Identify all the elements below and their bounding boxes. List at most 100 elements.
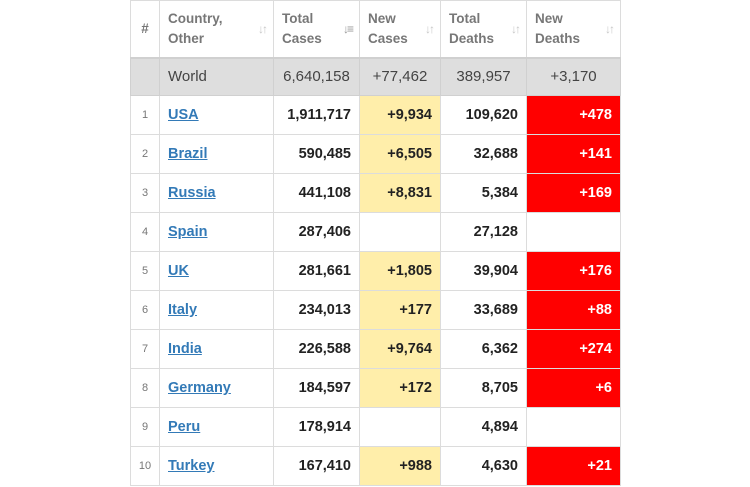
- total-cases-cell: 226,588: [273, 329, 360, 369]
- rank-cell: 2: [130, 134, 160, 174]
- country-cell: Italy: [159, 290, 274, 330]
- country-link[interactable]: USA: [168, 107, 199, 123]
- country-cell: Russia: [159, 173, 274, 213]
- country-link[interactable]: Italy: [168, 302, 198, 318]
- header-rank[interactable]: #: [130, 0, 160, 58]
- total-cases-cell: 178,914: [273, 407, 360, 447]
- rank-cell: 6: [130, 290, 160, 330]
- new-cases-cell: +988: [359, 446, 441, 486]
- table-row: 5 UK 281,661 +1,805 39,904 +176: [130, 251, 621, 291]
- world-name: World: [159, 57, 274, 96]
- country-cell: Germany: [159, 368, 274, 408]
- new-cases-cell: [359, 407, 441, 447]
- country-link[interactable]: UK: [168, 263, 189, 279]
- new-deaths-cell: +478: [526, 95, 621, 135]
- table-row: 2 Brazil 590,485 +6,505 32,688 +141: [130, 134, 621, 174]
- new-deaths-cell: +169: [526, 173, 621, 213]
- total-cases-cell: 1,911,717: [273, 95, 360, 135]
- total-deaths-cell: 27,128: [440, 212, 527, 252]
- total-deaths-cell: 6,362: [440, 329, 527, 369]
- new-cases-cell: +9,934: [359, 95, 441, 135]
- table-row: 8 Germany 184,597 +172 8,705 +6: [130, 368, 621, 408]
- sort-desc-icon[interactable]: ↓≡: [342, 21, 354, 36]
- total-deaths-cell: 4,630: [440, 446, 527, 486]
- world-total-row: World 6,640,158 +77,462 389,957 +3,170: [130, 57, 621, 96]
- table-row: 7 India 226,588 +9,764 6,362 +274: [130, 329, 621, 369]
- table-row: 6 Italy 234,013 +177 33,689 +88: [130, 290, 621, 330]
- total-deaths-cell: 39,904: [440, 251, 527, 291]
- new-cases-cell: +177: [359, 290, 441, 330]
- total-deaths-cell: 32,688: [440, 134, 527, 174]
- total-deaths-cell: 4,894: [440, 407, 527, 447]
- covid-stats-table: # Country, Other ↓↑ Total Cases ↓≡ New C…: [130, 0, 621, 486]
- table-row: 9 Peru 178,914 4,894: [130, 407, 621, 447]
- country-link[interactable]: Turkey: [168, 458, 215, 474]
- world-new-cases: +77,462: [359, 57, 441, 96]
- header-total-deaths[interactable]: Total Deaths ↓↑: [440, 0, 527, 58]
- table-header: # Country, Other ↓↑ Total Cases ↓≡ New C…: [130, 0, 621, 58]
- country-cell: USA: [159, 95, 274, 135]
- table-row: 3 Russia 441,108 +8,831 5,384 +169: [130, 173, 621, 213]
- header-country[interactable]: Country, Other ↓↑: [159, 0, 274, 58]
- new-deaths-cell: +88: [526, 290, 621, 330]
- header-new-cases-line1: New: [368, 10, 396, 26]
- new-deaths-cell: +141: [526, 134, 621, 174]
- rank-cell: 8: [130, 368, 160, 408]
- header-total-cases-line1: Total: [282, 10, 314, 26]
- header-total-cases[interactable]: Total Cases ↓≡: [273, 0, 360, 58]
- new-cases-cell: +1,805: [359, 251, 441, 291]
- total-deaths-cell: 109,620: [440, 95, 527, 135]
- country-link[interactable]: Russia: [168, 185, 216, 201]
- country-link[interactable]: India: [168, 341, 202, 357]
- world-new-deaths: +3,170: [526, 57, 621, 96]
- total-deaths-cell: 33,689: [440, 290, 527, 330]
- sort-arrows-icon[interactable]: ↓↑: [425, 21, 435, 36]
- total-deaths-cell: 8,705: [440, 368, 527, 408]
- country-cell: UK: [159, 251, 274, 291]
- header-country-line1: Country,: [168, 10, 223, 26]
- new-cases-cell: [359, 212, 441, 252]
- header-new-deaths-line1: New: [535, 10, 563, 26]
- world-total-deaths: 389,957: [440, 57, 527, 96]
- new-cases-cell: +9,764: [359, 329, 441, 369]
- rank-cell: 7: [130, 329, 160, 369]
- country-cell: Spain: [159, 212, 274, 252]
- new-cases-cell: +172: [359, 368, 441, 408]
- new-deaths-cell: +6: [526, 368, 621, 408]
- header-new-cases-line2: Cases: [368, 30, 408, 46]
- country-link[interactable]: Germany: [168, 380, 231, 396]
- new-deaths-cell: +21: [526, 446, 621, 486]
- new-deaths-cell: +176: [526, 251, 621, 291]
- header-new-deaths[interactable]: New Deaths ↓↑: [526, 0, 621, 58]
- sort-arrows-icon[interactable]: ↓↑: [605, 21, 615, 36]
- sort-arrows-icon[interactable]: ↓↑: [511, 21, 521, 36]
- rank-cell: 1: [130, 95, 160, 135]
- rank-cell: 4: [130, 212, 160, 252]
- world-total-cases: 6,640,158: [273, 57, 360, 96]
- country-cell: Brazil: [159, 134, 274, 174]
- country-link[interactable]: Peru: [168, 419, 201, 435]
- new-deaths-cell: [526, 212, 621, 252]
- country-link[interactable]: Spain: [168, 224, 208, 240]
- total-cases-cell: 184,597: [273, 368, 360, 408]
- total-cases-cell: 441,108: [273, 173, 360, 213]
- total-cases-cell: 167,410: [273, 446, 360, 486]
- header-total-cases-line2: Cases: [282, 30, 322, 46]
- sort-arrows-icon[interactable]: ↓↑: [258, 21, 268, 36]
- world-rank-cell: [130, 57, 160, 96]
- table-row: 4 Spain 287,406 27,128: [130, 212, 621, 252]
- header-new-deaths-line2: Deaths: [535, 30, 581, 46]
- table-body: World 6,640,158 +77,462 389,957 +3,170 1…: [130, 57, 621, 486]
- header-total-deaths-line1: Total: [449, 10, 481, 26]
- rank-cell: 5: [130, 251, 160, 291]
- country-cell: Peru: [159, 407, 274, 447]
- rank-cell: 10: [130, 446, 160, 486]
- country-link[interactable]: Brazil: [168, 146, 208, 162]
- total-cases-cell: 281,661: [273, 251, 360, 291]
- total-cases-cell: 287,406: [273, 212, 360, 252]
- header-new-cases[interactable]: New Cases ↓↑: [359, 0, 441, 58]
- country-cell: India: [159, 329, 274, 369]
- total-cases-cell: 234,013: [273, 290, 360, 330]
- rank-cell: 9: [130, 407, 160, 447]
- total-deaths-cell: 5,384: [440, 173, 527, 213]
